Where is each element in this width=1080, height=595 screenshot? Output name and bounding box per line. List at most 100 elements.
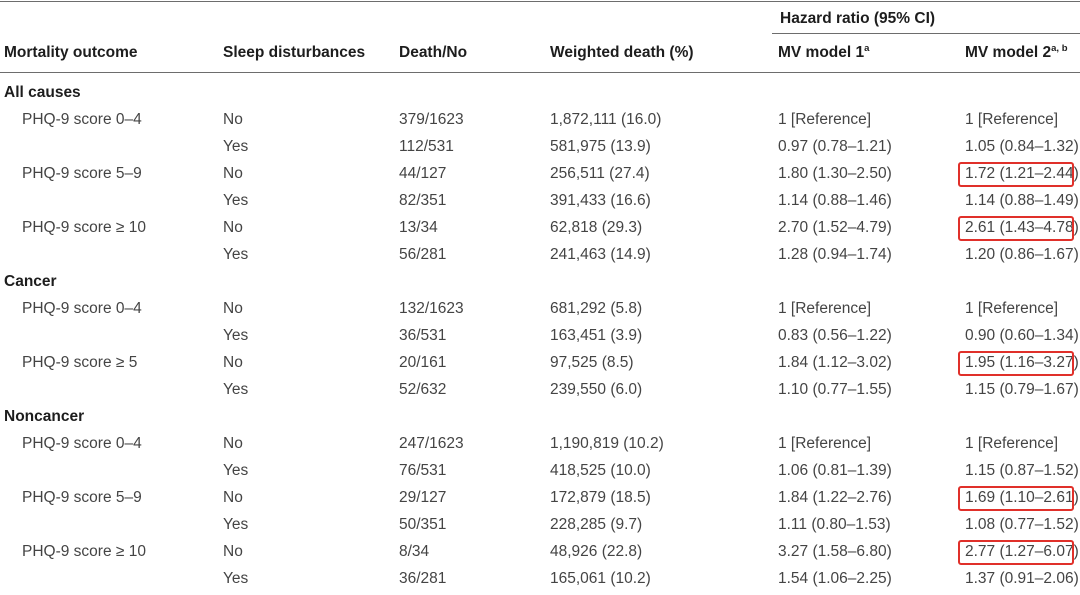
death-no-cell: 379/1623 xyxy=(399,111,464,128)
phq-score-cell: PHQ-9 score 0–4 xyxy=(22,300,142,317)
weighted-death-cell: 228,285 (9.7) xyxy=(550,516,643,533)
hazard-ratio-header: Hazard ratio (95% CI) xyxy=(780,10,936,27)
sleep-disturbance-cell: No xyxy=(223,543,243,560)
death-no-cell: 247/1623 xyxy=(399,435,464,452)
mv-model-2-cell: 1.14 (0.88–1.49) xyxy=(965,192,1079,209)
weighted-death-cell: 241,463 (14.9) xyxy=(550,246,651,263)
mv-model-1-cell: 1.80 (1.30–2.50) xyxy=(778,165,892,182)
sleep-disturbance-cell: Yes xyxy=(223,381,249,398)
hazard-ratio-rule xyxy=(772,33,1080,34)
weighted-death-cell: 391,433 (16.6) xyxy=(550,192,651,209)
mv-model-2-cell: 1 [Reference] xyxy=(965,435,1059,452)
mv-model-2-header: MV model 2a, b xyxy=(965,43,1068,63)
mv-model-2-cell: 1.05 (0.84–1.32) xyxy=(965,138,1079,155)
mv-model-2-cell: 2.77 (1.27–6.07) xyxy=(965,543,1079,560)
death-no-cell: 76/531 xyxy=(399,462,447,479)
mv-model-2-cell: 1.95 (1.16–3.27) xyxy=(965,354,1079,371)
weighted-death-cell: 48,926 (22.8) xyxy=(550,543,643,560)
sleep-disturbance-cell: Yes xyxy=(223,462,249,479)
death-no-cell: 13/34 xyxy=(399,219,438,236)
mv-model-1-cell: 0.83 (0.56–1.22) xyxy=(778,327,892,344)
weighted-death-cell: 581,975 (13.9) xyxy=(550,138,651,155)
phq-score-cell: PHQ-9 score 0–4 xyxy=(22,435,142,452)
mv-model-2-cell: 1.72 (1.21–2.44) xyxy=(965,165,1079,182)
highlight-box xyxy=(958,162,1074,187)
mv-model-1-cell: 2.70 (1.52–4.79) xyxy=(778,219,892,236)
weighted-death-cell: 62,818 (29.3) xyxy=(550,219,643,236)
mv-model-1-cell: 1.84 (1.22–2.76) xyxy=(778,489,892,506)
highlight-box xyxy=(958,486,1074,511)
mv-model-2-cell: 1.08 (0.77–1.52) xyxy=(965,516,1079,533)
sleep-disturbance-cell: Yes xyxy=(223,516,249,533)
mv-model-1-cell: 1.54 (1.06–2.25) xyxy=(778,570,892,587)
mv-model-1-cell: 1 [Reference] xyxy=(778,111,872,128)
mv-model-2-cell: 2.61 (1.43–4.78) xyxy=(965,219,1079,236)
weighted-death-cell: 418,525 (10.0) xyxy=(550,462,651,479)
sleep-disturbance-cell: Yes xyxy=(223,138,249,155)
highlight-box xyxy=(958,351,1074,376)
sleep-disturbance-cell: No xyxy=(223,300,243,317)
mv-model-1-cell: 1 [Reference] xyxy=(778,300,872,317)
top-rule xyxy=(0,1,1080,2)
group-label: Noncancer xyxy=(4,408,85,425)
weighted-death-cell: 97,525 (8.5) xyxy=(550,354,634,371)
mv-model-1-cell: 1.11 (0.80–1.53) xyxy=(778,516,891,533)
sleep-disturbance-cell: No xyxy=(223,111,243,128)
death-no-cell: 132/1623 xyxy=(399,300,464,317)
phq-score-cell: PHQ-9 score ≥ 10 xyxy=(22,219,146,236)
mv-model-2-cell: 1.15 (0.79–1.67) xyxy=(965,381,1079,398)
mv-model-1-header: MV model 1a xyxy=(778,43,869,63)
mv-model-2-cell: 1 [Reference] xyxy=(965,111,1059,128)
phq-score-cell: PHQ-9 score ≥ 10 xyxy=(22,543,146,560)
mv-model-2-cell: 1 [Reference] xyxy=(965,300,1059,317)
group-label: All causes xyxy=(4,84,81,101)
death-no-cell: 56/281 xyxy=(399,246,447,263)
mv-model-2-cell: 1.20 (0.86–1.67) xyxy=(965,246,1079,263)
sleep-disturbance-cell: No xyxy=(223,219,243,236)
mv-model-2-cell: 1.69 (1.10–2.61) xyxy=(965,489,1079,506)
sleep-disturbance-cell: No xyxy=(223,435,243,452)
mv-model-1-cell: 1.10 (0.77–1.55) xyxy=(778,381,892,398)
weighted-death-cell: 163,451 (3.9) xyxy=(550,327,643,344)
death-no-cell: 112/531 xyxy=(399,138,454,155)
death-no-header: Death/No xyxy=(399,44,468,61)
mv-model-1-cell: 1.84 (1.12–3.02) xyxy=(778,354,892,371)
weighted-death-cell: 239,550 (6.0) xyxy=(550,381,643,398)
mortality-outcome-header: Mortality outcome xyxy=(4,44,138,61)
death-no-cell: 52/632 xyxy=(399,381,447,398)
mv-model-2-cell: 0.90 (0.60–1.34) xyxy=(965,327,1079,344)
death-no-cell: 82/351 xyxy=(399,192,447,209)
mv-model-1-footnote: a xyxy=(864,43,870,54)
death-no-cell: 44/127 xyxy=(399,165,447,182)
highlight-box xyxy=(958,216,1074,241)
mv-model-1-cell: 1.14 (0.88–1.46) xyxy=(778,192,892,209)
death-no-cell: 36/531 xyxy=(399,327,447,344)
sleep-disturbance-cell: Yes xyxy=(223,192,249,209)
mv-model-1-cell: 1.28 (0.94–1.74) xyxy=(778,246,892,263)
mv-model-1-label: MV model 1 xyxy=(778,44,865,61)
mv-model-2-label: MV model 2 xyxy=(965,44,1052,61)
sleep-disturbance-cell: Yes xyxy=(223,246,249,263)
death-no-cell: 20/161 xyxy=(399,354,447,371)
sleep-disturbance-cell: Yes xyxy=(223,570,249,587)
mv-model-2-footnote: a, b xyxy=(1051,43,1068,54)
phq-score-cell: PHQ-9 score ≥ 5 xyxy=(22,354,138,371)
mv-model-2-cell: 1.37 (0.91–2.06) xyxy=(965,570,1079,587)
weighted-death-cell: 1,872,111 (16.0) xyxy=(550,111,662,128)
sleep-disturbance-cell: No xyxy=(223,165,243,182)
weighted-death-header: Weighted death (%) xyxy=(550,44,694,61)
mv-model-2-cell: 1.15 (0.87–1.52) xyxy=(965,462,1079,479)
sleep-disturbance-cell: No xyxy=(223,354,243,371)
mv-model-1-cell: 0.97 (0.78–1.21) xyxy=(778,138,892,155)
mv-model-1-cell: 3.27 (1.58–6.80) xyxy=(778,543,892,560)
death-no-cell: 36/281 xyxy=(399,570,447,587)
weighted-death-cell: 681,292 (5.8) xyxy=(550,300,643,317)
highlight-box xyxy=(958,540,1074,565)
phq-score-cell: PHQ-9 score 5–9 xyxy=(22,165,142,182)
weighted-death-cell: 1,190,819 (10.2) xyxy=(550,435,664,452)
mv-model-1-cell: 1.06 (0.81–1.39) xyxy=(778,462,892,479)
death-no-cell: 29/127 xyxy=(399,489,447,506)
group-label: Cancer xyxy=(4,273,57,290)
death-no-cell: 50/351 xyxy=(399,516,447,533)
weighted-death-cell: 256,511 (27.4) xyxy=(550,165,650,182)
